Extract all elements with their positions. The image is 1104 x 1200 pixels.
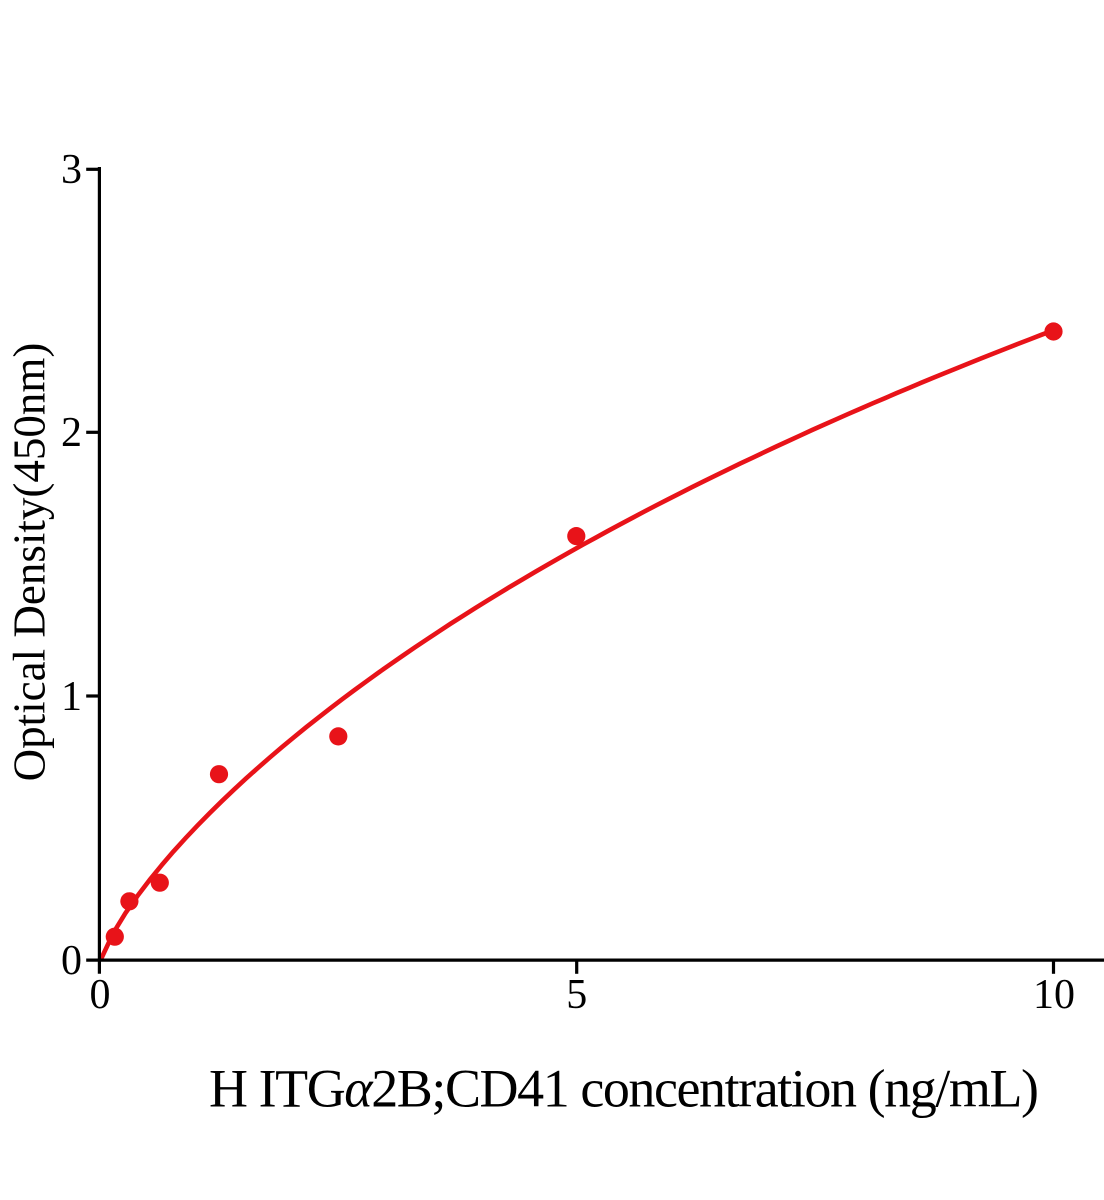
svg-text:3: 3	[61, 147, 82, 193]
svg-text:1: 1	[61, 674, 82, 720]
svg-text:2: 2	[61, 410, 82, 456]
svg-text:0: 0	[61, 938, 82, 984]
svg-text:Optical Density(450nm): Optical Density(450nm)	[5, 343, 55, 782]
svg-text:10: 10	[1033, 972, 1075, 1018]
svg-text:H ITGα2B;CD41 concentration (n: H ITGα2B;CD41 concentration (ng/mL)	[209, 1059, 1039, 1119]
svg-text:5: 5	[566, 972, 587, 1018]
svg-text:0: 0	[90, 972, 111, 1018]
